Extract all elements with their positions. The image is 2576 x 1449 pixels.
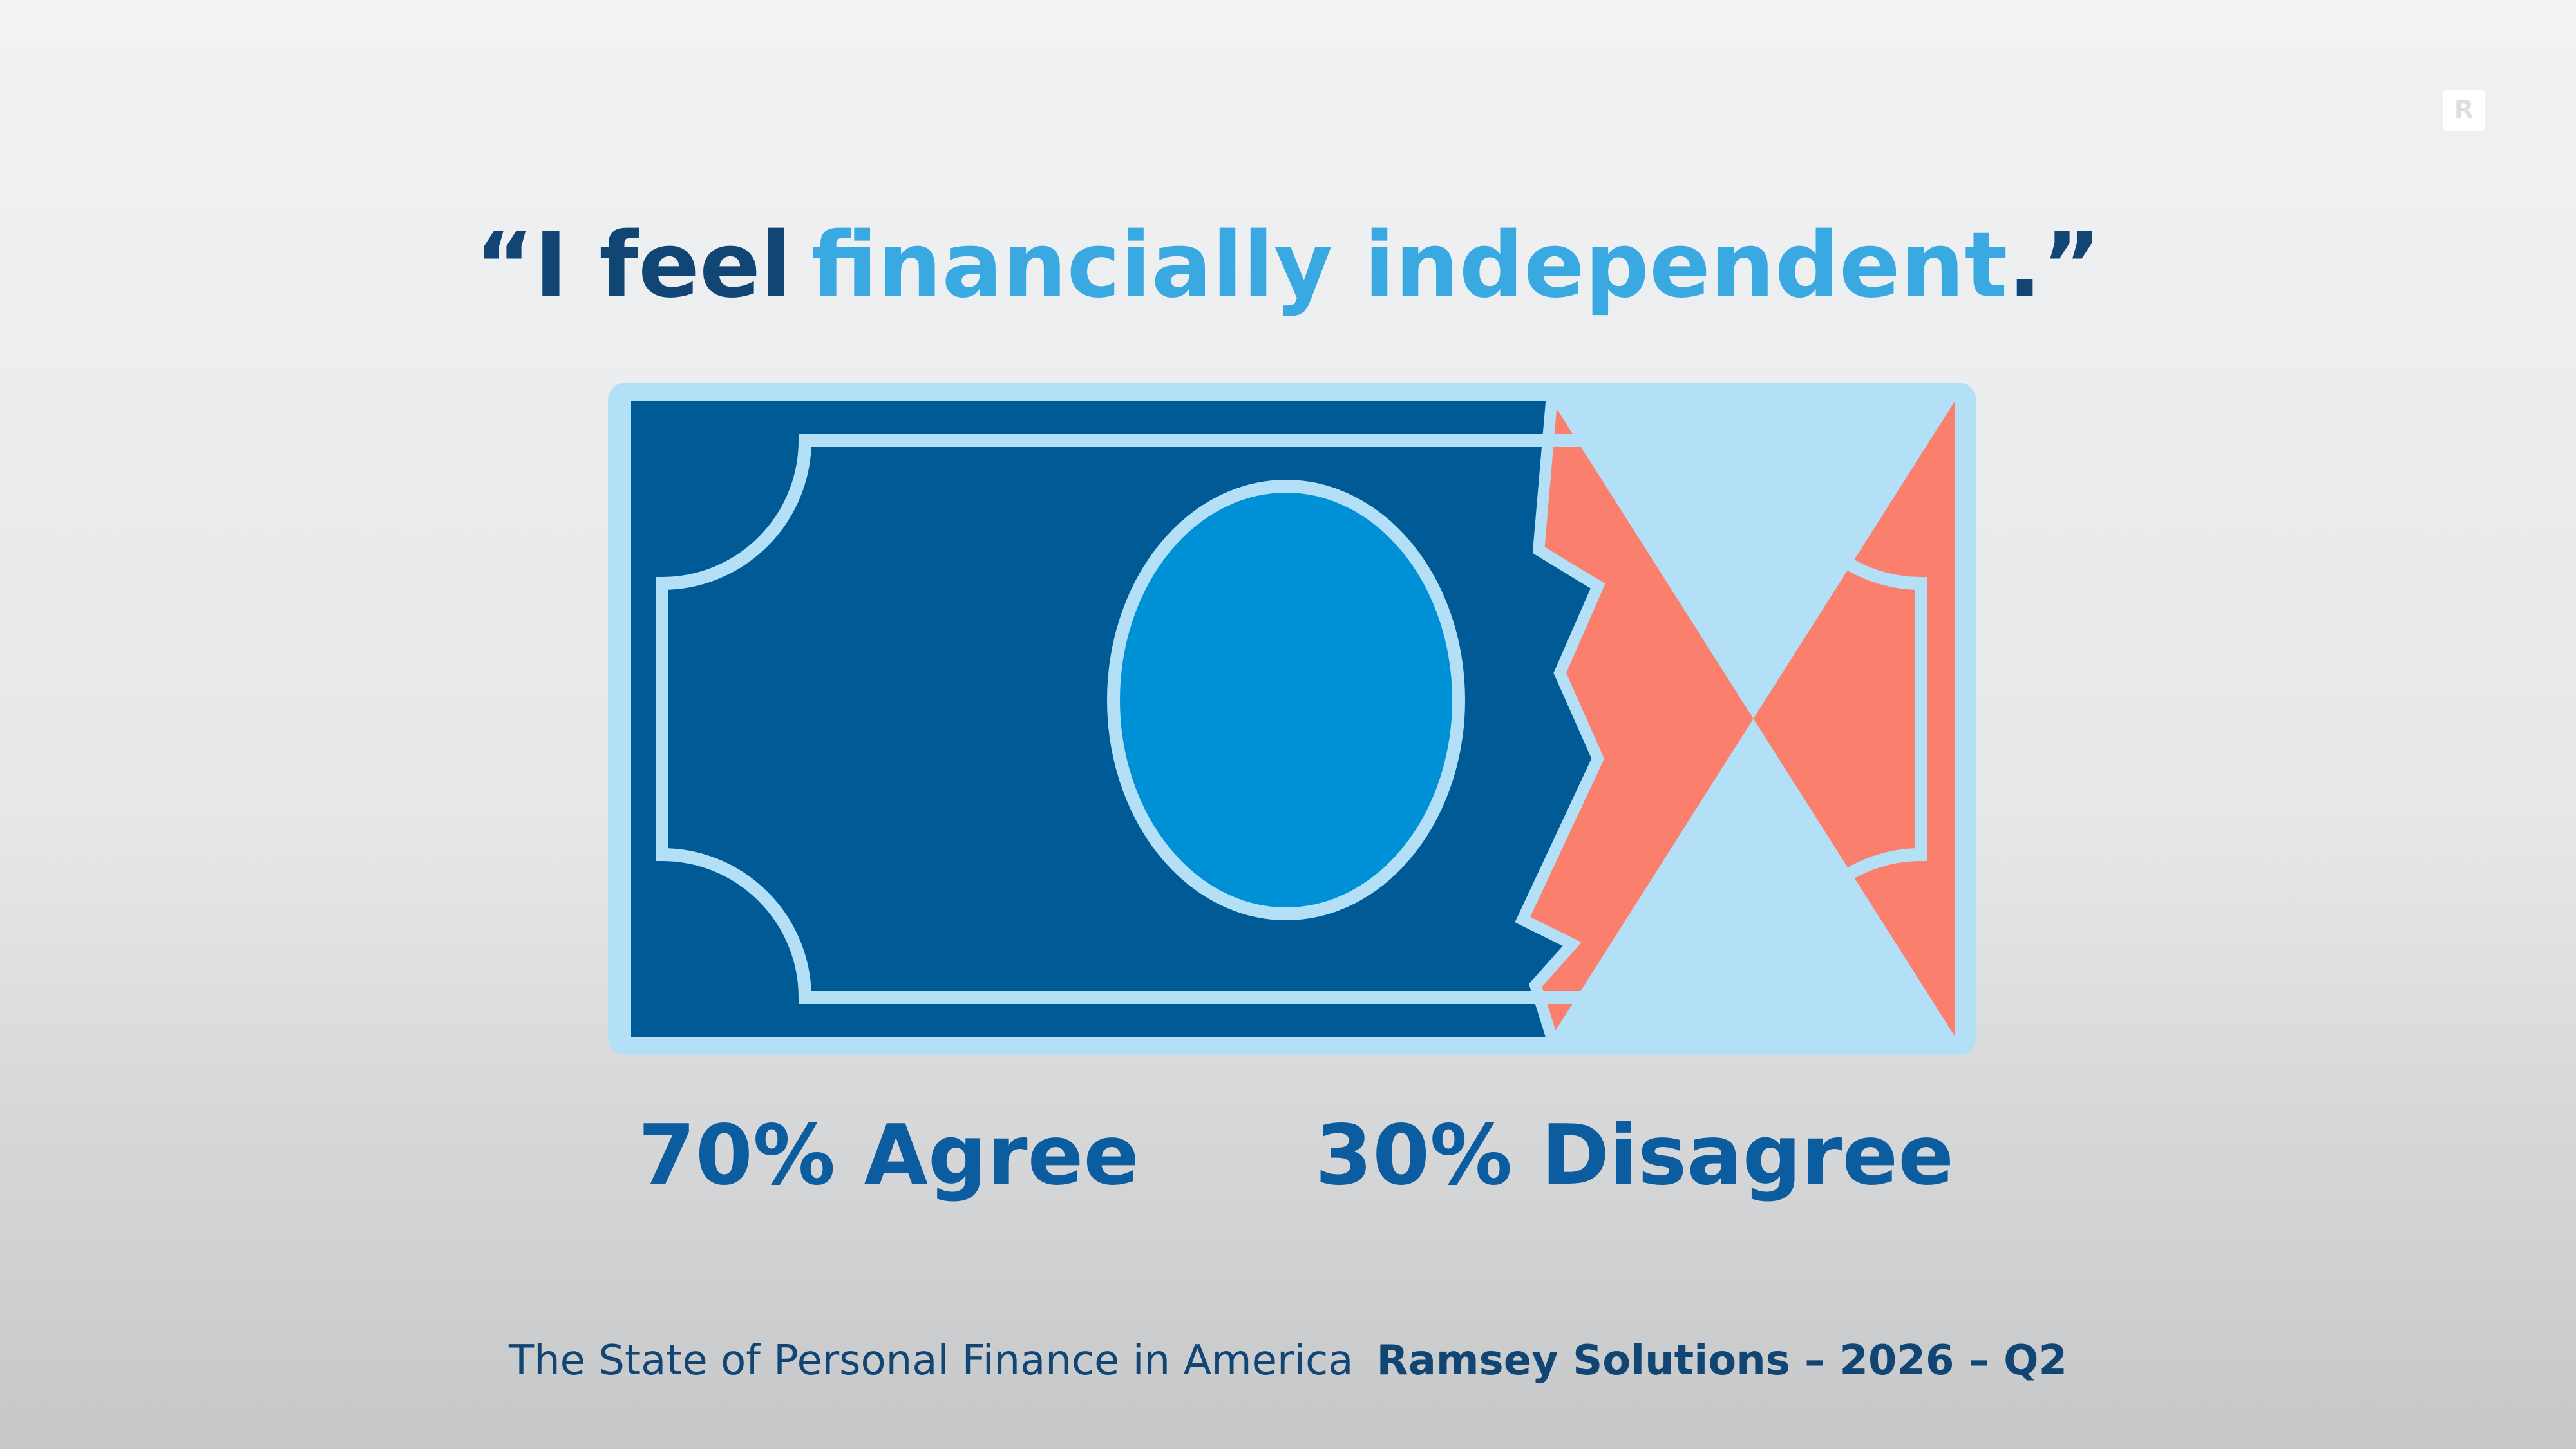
logo-box [2443, 90, 2485, 131]
bill-portrait [1107, 480, 1465, 920]
bill-frame [656, 434, 1927, 1004]
source: The State of Personal Finance in America [508, 1337, 1353, 1385]
footer: The State of Personal Finance in America… [508, 1337, 2067, 1385]
title-part: financially independent [811, 213, 2007, 318]
segment [1522, 401, 1955, 1037]
bill-decoration [656, 434, 1927, 1004]
title-part: “I feel [475, 213, 791, 318]
logo: R [2454, 95, 2474, 125]
title-part: .” [2007, 213, 2101, 318]
tear-edge [1515, 400, 1605, 1039]
value-label: 70% Agree [638, 1108, 1139, 1204]
value-label: 30% Disagree [1315, 1108, 1954, 1204]
chart-title: “I feel financially independent.” [475, 213, 2101, 318]
labels: 70% Agree 30% Disagree [638, 1108, 1954, 1204]
credit: Ramsey Solutions – 2026 – Q2 [1376, 1337, 2067, 1385]
